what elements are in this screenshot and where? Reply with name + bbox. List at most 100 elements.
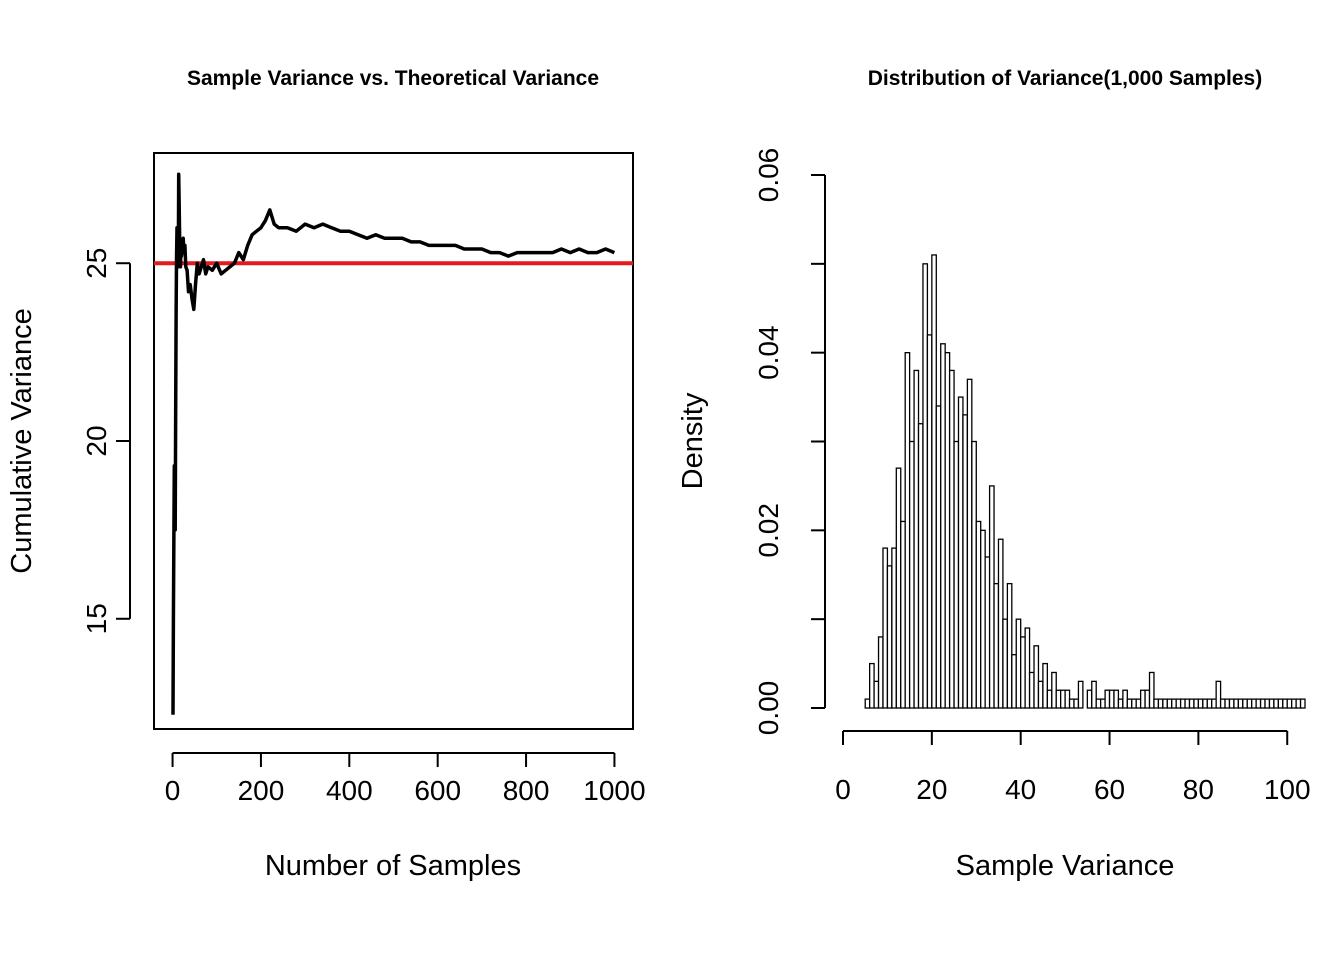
histogram-bar [864, 698, 871, 709]
x-tick-label: 100 [1264, 774, 1311, 805]
y-tick-label: 0.00 [753, 681, 784, 736]
histogram-bar [1242, 698, 1248, 709]
histogram-bar [1095, 698, 1102, 709]
histogram-bar [1175, 698, 1182, 709]
histogram-bar [1162, 698, 1168, 709]
x-tick-label: 20 [916, 774, 947, 805]
histogram-bar [1015, 618, 1022, 709]
histogram-bar [1104, 689, 1111, 709]
line-chart-y-axis: 15 20 25 [81, 248, 131, 634]
histogram-bar [1215, 680, 1222, 709]
histogram-bar [1228, 698, 1235, 709]
histogram-bar [1002, 618, 1009, 709]
histogram-bar [886, 565, 893, 709]
histogram-x-axis: 0 20 40 60 80 100 [835, 730, 1311, 805]
histogram-panel: Distribution of Variance(1,000 Samples) … [677, 67, 1311, 882]
histogram-bar [1166, 698, 1173, 709]
x-tick-label: 1000 [583, 775, 645, 806]
x-tick-label: 600 [414, 775, 461, 806]
histogram-bar [869, 662, 875, 709]
histogram-bar [988, 485, 995, 709]
line-chart-panel: Sample Variance vs. Theoretical Variance… [6, 67, 646, 882]
histogram-bars [864, 254, 1306, 709]
histogram-bar [900, 520, 906, 709]
histogram-bar [873, 680, 880, 709]
histogram-bar [1255, 698, 1262, 709]
histogram-bar [980, 529, 986, 709]
histogram-bar [1171, 698, 1177, 709]
histogram-bar [1135, 698, 1142, 709]
histogram-bar [1126, 698, 1133, 709]
histogram-bar [1246, 698, 1253, 709]
histogram-bar [1153, 698, 1160, 709]
histogram-bar [1295, 698, 1302, 709]
histogram-bar [1197, 698, 1204, 709]
y-tick-label: 0.02 [753, 503, 784, 558]
histogram-bar [953, 440, 960, 709]
y-tick-label: 25 [81, 248, 112, 279]
histogram-bar [1224, 698, 1231, 709]
histogram-bar [1024, 627, 1031, 709]
histogram-bar [1055, 689, 1062, 709]
histogram-bar [931, 254, 937, 709]
histogram-bar [1277, 698, 1284, 709]
histogram-bar [895, 467, 902, 709]
histogram-bar [1086, 689, 1093, 709]
histogram-bar [1100, 698, 1106, 709]
x-tick-label: 0 [165, 775, 181, 806]
histogram-bar [984, 556, 991, 709]
histogram-bar [1073, 698, 1080, 709]
x-tick-label: 40 [1005, 774, 1036, 805]
histogram-bar [1211, 698, 1217, 709]
histogram-bar [948, 369, 955, 709]
histogram-bar [975, 520, 982, 709]
histogram-bar [1268, 698, 1275, 709]
histogram-y-axis: 0.00 0.02 0.04 0.06 [753, 148, 826, 736]
series-layer [171, 172, 616, 715]
y-tick-label: 20 [81, 425, 112, 456]
line-chart-plot-box [153, 152, 634, 730]
histogram-bar [908, 440, 915, 709]
histogram-bar [966, 378, 973, 709]
histogram-bar [1117, 698, 1124, 709]
histogram-bar [917, 423, 924, 709]
histogram-bar [904, 352, 911, 709]
histogram-bar [1291, 698, 1297, 709]
histogram-bar [1051, 671, 1057, 709]
histogram-bar [1042, 662, 1048, 709]
histogram-bar [1259, 698, 1266, 709]
histogram-bar [1122, 689, 1128, 709]
histogram-bar [1113, 689, 1120, 709]
histogram-bar [957, 396, 964, 709]
histogram-bar [1064, 689, 1071, 709]
histogram-bar [1264, 698, 1271, 709]
histogram-bar [1060, 689, 1066, 709]
histogram-bar [1011, 654, 1017, 709]
histogram-bar [1233, 698, 1240, 709]
histogram-bar [1219, 698, 1226, 709]
x-tick-label: 60 [1094, 774, 1125, 805]
histogram-bar [922, 263, 929, 709]
histogram-bar [1108, 689, 1115, 709]
histogram-bar [1144, 689, 1151, 709]
line-chart-x-axis-label: Number of Samples [265, 850, 521, 882]
histogram-bar [1184, 698, 1191, 709]
histogram-bar [971, 440, 977, 709]
line-chart-title: Sample Variance vs. Theoretical Variance [187, 67, 599, 90]
cumulative-variance-series-line [171, 172, 616, 715]
histogram-bar [944, 352, 951, 709]
x-tick-label: 0 [835, 774, 851, 805]
histogram-bar [1077, 680, 1084, 709]
y-tick-label: 0.06 [753, 148, 784, 203]
histogram-bar [1157, 698, 1164, 709]
histogram-bar [882, 547, 889, 709]
histogram-bar [940, 343, 946, 709]
histogram-bar [1131, 698, 1137, 709]
histogram-bar [926, 334, 933, 709]
histogram-bar [1202, 698, 1208, 709]
histogram-bar [1286, 698, 1293, 709]
histogram-bar [1028, 671, 1035, 709]
histogram-bar [913, 369, 920, 709]
